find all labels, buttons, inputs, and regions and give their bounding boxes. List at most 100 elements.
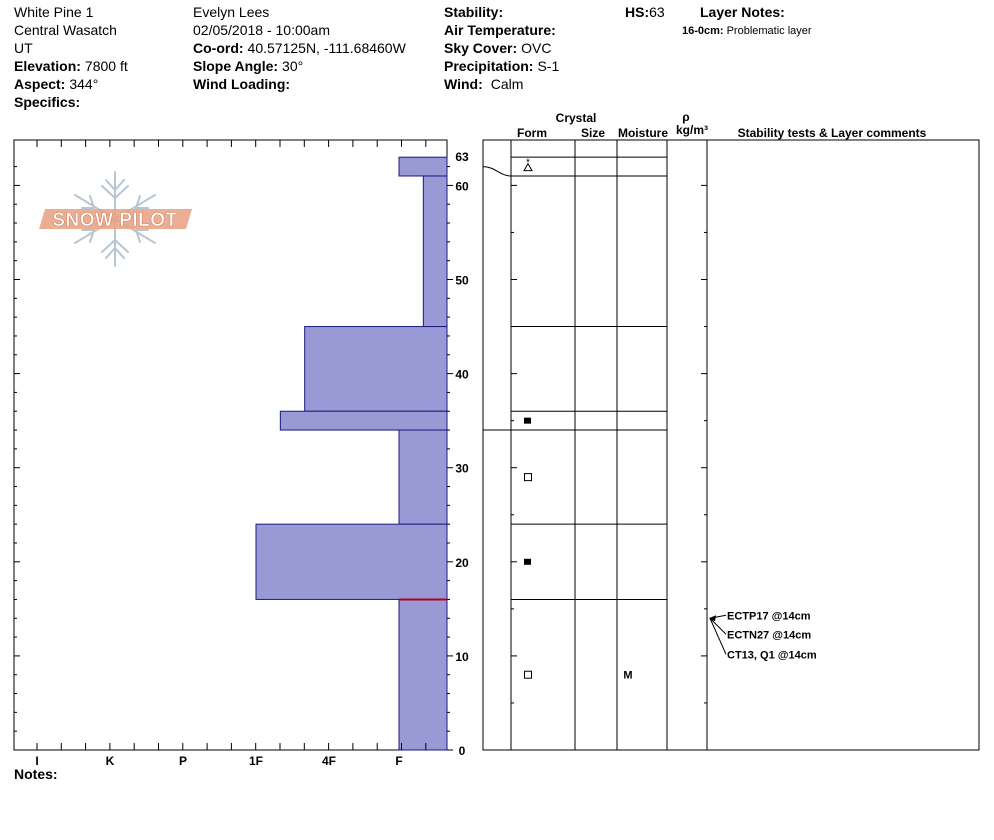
specifics-row: Specifics: [14,93,128,111]
hardness-bars [255,156,448,751]
stability-test-label: ECTN27 @14cm [727,629,811,641]
elevation-label: Elevation: [14,58,81,74]
header-weather-block: Stability: Air Temperature: Sky Cover: OV… [444,3,559,93]
height-tick-label: 40 [455,368,469,382]
elevation-row: Elevation: 7800 ft [14,57,128,75]
form-header: Form [517,126,547,140]
hardness-label: P [179,754,187,768]
crystal-header: Crystal [556,111,597,125]
hardness-label: F [395,754,402,768]
hardness-plot-frame [13,139,448,751]
header-observer-block: Evelyn Lees 02/05/2018 - 10:00am Co-ord:… [193,3,406,93]
layer-connector [482,166,512,177]
sky-label: Sky Cover: [444,40,518,56]
height-axis: 0 10 20 30 40 50 60 63 [14,150,469,758]
stability-comments-header: Stability tests & Layer comments [738,126,927,140]
location-name: White Pine 1 [14,4,94,20]
stability-leader-line [709,617,727,635]
moisture-header: Moisture [618,126,668,140]
stability-test-label: ECTP17 @14cm [727,610,811,622]
wind-value: Calm [490,76,524,92]
aspect-label: Aspect: [14,76,66,92]
logo-text: SNOW PILOT [52,210,177,231]
height-tick-label: 30 [455,462,469,476]
observation-datetime: 02/05/2018 - 10:00am [193,22,330,38]
layer-table-frame [482,139,980,751]
coord-row: Co-ord: 40.57125N, -111.68460W [193,39,406,57]
density-unit-header: kg/m³ [676,123,708,137]
hardness-label: 4F [322,754,336,768]
moisture-values: M [623,670,632,682]
layer-boundaries [482,156,667,600]
stability-leader-line [709,618,727,655]
hardness-bar [422,175,448,328]
observer-name: Evelyn Lees [193,4,270,20]
grain-symbol-open [524,473,532,482]
hs-label: HS: [625,4,650,20]
precip-row: Precipitation: S-1 [444,57,559,75]
hs-block: HS:63 [625,3,665,21]
air-temp-row: Air Temperature: [444,21,559,39]
grain-symbol-new-snow: * [523,158,533,172]
density-rho-header: ρ [682,110,689,124]
state: UT [14,40,33,56]
notes-row: Notes: [14,765,58,783]
sky-row: Sky Cover: OVC [444,39,559,57]
sky-value: OVC [521,40,552,56]
table-height-ticks [511,184,707,751]
moisture-value: M [623,670,632,682]
elevation-value: 7800 ft [84,58,128,74]
specifics-label: Specifics: [14,94,81,110]
grain-form-symbols: * [523,158,533,679]
wind-loading-row: Wind Loading: [193,75,406,93]
hardness-bar [398,156,448,177]
stability-test-annotations: ECTP17 @14cm ECTN27 @14cm CT13, Q1 @14cm [709,610,817,661]
hs-value: 63 [649,4,665,20]
height-tick-label: 20 [455,556,469,570]
size-header: Size [581,126,605,140]
grain-symbol-open [524,670,532,679]
hardness-label: I [35,754,38,768]
hardness-bar [398,598,448,751]
wind-loading-label: Wind Loading: [193,76,291,92]
grain-symbol-filled [524,558,531,565]
hardness-axis-labels: I K P 1F 4F F [35,754,402,768]
snowpilot-logo: SNOW PILOT [39,171,192,267]
height-tick-label: 50 [455,274,469,288]
precip-value: S-1 [537,58,560,74]
hardness-label: 1F [249,754,263,768]
header-location-block: White Pine 1 Central Wasatch UT Elevatio… [14,3,128,111]
height-tick-label: 60 [455,179,469,193]
stability-arrowhead [709,615,716,622]
precip-label: Precipitation: [444,58,534,74]
coord-value: 40.57125N, -111.68460W [247,40,406,56]
stability-row: Stability: [444,3,559,21]
layer-note: 16-0cm: Problematic layer [682,22,812,40]
aspect-row: Aspect: 344° [14,75,128,93]
height-tick-label: 10 [455,650,469,664]
air-temp-label: Air Temperature: [444,22,556,38]
stability-label: Stability: [444,4,504,20]
layer-notes-label: Layer Notes: [700,4,785,20]
hardness-axis-ticks [36,140,427,750]
grain-triangle [523,162,533,172]
wind-row: Wind: Calm [444,75,559,93]
stability-test-label: CT13, Q1 @14cm [727,649,817,661]
hardness-bar [279,410,448,431]
hardness-bar [255,523,448,600]
hardness-bar [398,429,448,525]
layer-note-text: Problematic layer [726,25,812,37]
wind-label: Wind: [444,76,483,92]
height-tick-label: 63 [455,150,469,164]
hardness-label: K [106,754,115,768]
slope-value: 30° [282,58,304,74]
slope-label: Slope Angle: [193,58,279,74]
layer-note-depth: 16-0cm: [682,25,724,37]
slope-row: Slope Angle: 30° [193,57,406,75]
coord-label: Co-ord: [193,40,244,56]
grain-symbol-filled [524,417,531,424]
hardness-bar [304,326,448,412]
aspect-value: 344° [69,76,99,92]
notes-label: Notes: [14,766,58,782]
